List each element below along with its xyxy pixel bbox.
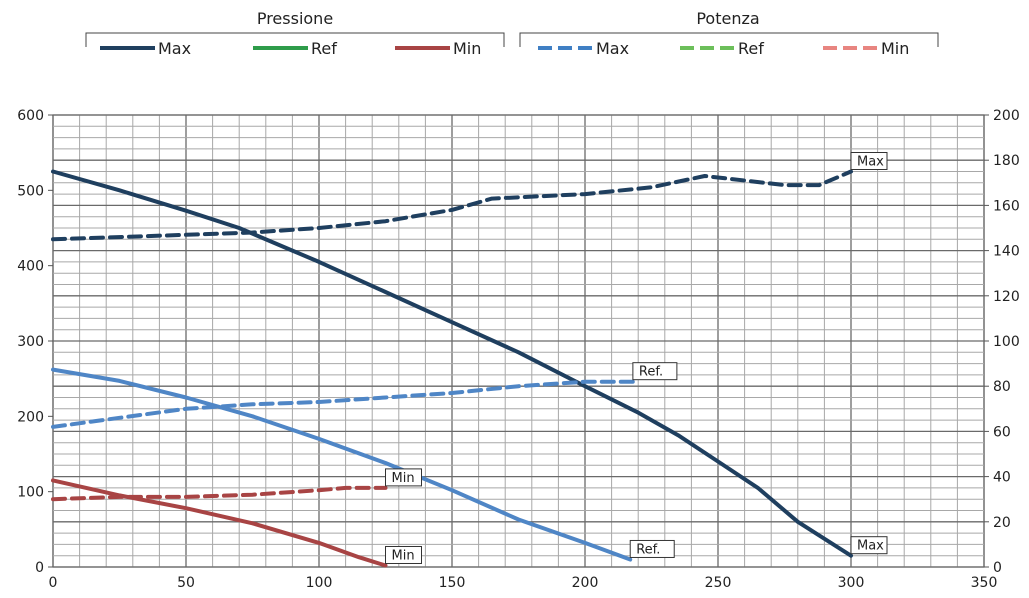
- legend-entry-label: Ref: [311, 39, 337, 58]
- annotation-text: Min: [392, 471, 415, 486]
- annotation-label: Ref.: [629, 539, 675, 558]
- series-line-1: [51, 367, 633, 562]
- annotation-label: Max: [850, 152, 888, 170]
- tick-labels: 0 50 100 150 200 250 300 3500100200300400500600…: [17, 108, 1019, 591]
- legend-entry-label: Max: [596, 39, 629, 58]
- annotation-box: [632, 362, 678, 381]
- x-tick-label: 200: [572, 575, 599, 591]
- y2-tick-label: 160: [993, 198, 1020, 214]
- series-line-3: [51, 169, 853, 242]
- legend-group-title: Pressione: [257, 9, 333, 28]
- annotation-box: [385, 468, 422, 487]
- x-tick-label: 250: [705, 575, 732, 591]
- annotation-box: [629, 539, 675, 558]
- y-tick-label: 100: [17, 485, 44, 501]
- y-tick-label: 0: [35, 560, 44, 576]
- series-line-4: [51, 379, 635, 429]
- annotation-text: Ref.: [636, 542, 660, 557]
- legend: Pressione Max Ref Min Potenza Max Ref Min: [85, 9, 939, 58]
- legend-group-title: Potenza: [696, 9, 759, 28]
- x-tick-label: 150: [439, 575, 466, 591]
- x-tick-label: 100: [306, 575, 333, 591]
- y2-tick-label: 180: [993, 153, 1020, 169]
- series-line-5: [51, 485, 388, 502]
- annotation-label: Min: [385, 545, 422, 564]
- legend-entry-label: Min: [881, 39, 909, 58]
- annotation-text: Max: [857, 155, 884, 170]
- x-tick-label: 0: [49, 575, 58, 591]
- annotation-text: Ref.: [639, 365, 663, 380]
- legend-group-bracket: [85, 32, 505, 47]
- y-tick-label: 300: [17, 334, 44, 350]
- annotation-box: [850, 152, 888, 170]
- y2-tick-label: 40: [993, 470, 1011, 486]
- x-tick-label: 300: [838, 575, 865, 591]
- y-tick-label: 400: [17, 259, 44, 275]
- x-tick-label: 50: [177, 575, 195, 591]
- y-tick-label: 200: [17, 409, 44, 425]
- legend-entry-label: Ref: [738, 39, 764, 58]
- y2-tick-label: 60: [993, 424, 1011, 440]
- y2-tick-label: 0: [993, 560, 1002, 576]
- y2-tick-label: 120: [993, 289, 1020, 305]
- series-line-0: [51, 169, 853, 558]
- series-layer: [51, 169, 853, 568]
- y-tick-label: 500: [17, 183, 44, 199]
- y2-tick-label: 20: [993, 515, 1011, 531]
- annotation-text: Max: [857, 539, 884, 554]
- annotation-label: Min: [385, 468, 422, 487]
- legend-entry-label: Max: [158, 39, 191, 58]
- y2-tick-label: 100: [993, 334, 1020, 350]
- annotation-box: [385, 545, 422, 564]
- x-tick-label: 350: [971, 575, 998, 591]
- legend-group-bracket: [519, 32, 939, 47]
- annotation-label: Max: [850, 536, 888, 555]
- annotation-text: Min: [392, 548, 415, 563]
- annotations: Max Ref. Min Max Ref. Min: [385, 152, 888, 564]
- y2-tick-label: 80: [993, 379, 1011, 395]
- y-tick-label: 600: [17, 108, 44, 124]
- annotation-label: Ref.: [632, 362, 678, 381]
- grid: [52, 114, 985, 568]
- annotation-box: [850, 536, 888, 555]
- y2-tick-label: 140: [993, 244, 1020, 260]
- legend-entry-label: Min: [453, 39, 481, 58]
- y2-tick-label: 200: [993, 108, 1020, 124]
